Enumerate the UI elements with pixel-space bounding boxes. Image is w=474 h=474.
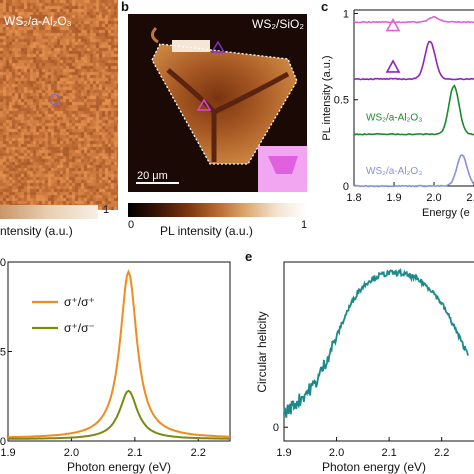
triangle-marker-icon bbox=[196, 98, 212, 111]
colorbar-a-max: 1 bbox=[103, 204, 110, 216]
series-line bbox=[283, 267, 469, 418]
colorbar-b bbox=[128, 203, 307, 217]
legend-label: σ⁺/σ⁺ bbox=[64, 295, 95, 309]
series-line bbox=[8, 269, 231, 439]
x-tick-label: 1.9 bbox=[386, 192, 401, 204]
series-line bbox=[353, 40, 474, 81]
inset-flake bbox=[268, 156, 298, 174]
triangle-marker-icon bbox=[210, 40, 226, 53]
y-tick-label: 0 bbox=[343, 181, 349, 193]
series-line bbox=[353, 84, 474, 136]
x-tick-label: 1.9 bbox=[276, 447, 291, 459]
x-tick-label: 2.2 bbox=[434, 447, 449, 459]
x-tick-label: 2.2 bbox=[191, 447, 206, 459]
chart-c: 1.8 1.9 2.0 2.1 0 0.5 1 PL intensity (a.u.) Ener… bbox=[321, 8, 474, 219]
x-tick-label: 2.1 bbox=[381, 447, 396, 459]
legend-label: σ⁺/σ⁻ bbox=[64, 321, 95, 335]
y-tick-label: .5 bbox=[0, 347, 6, 359]
series-line bbox=[353, 15, 474, 24]
panel-letter-e: e bbox=[245, 249, 253, 264]
marker-circle-icon bbox=[49, 94, 60, 105]
x-axis-label: Energy (e bbox=[422, 207, 470, 219]
pl-map-a bbox=[0, 0, 118, 210]
panel-letter-c: c bbox=[321, 0, 329, 14]
x-tick-label: 2.1 bbox=[127, 447, 142, 459]
series-line bbox=[353, 154, 474, 188]
y-tick-label: 0.5 bbox=[334, 95, 349, 107]
series-label: WS₂/a-Al₂O₃ bbox=[366, 112, 422, 123]
flake-shape bbox=[152, 44, 297, 164]
panel-letter-b: b bbox=[121, 0, 129, 14]
y-axis-label: Circular helicity bbox=[255, 311, 269, 392]
triangle-legend-icon bbox=[385, 17, 401, 32]
triangle-legend-icon bbox=[385, 59, 401, 73]
y-tick-label: 0 bbox=[0, 436, 6, 448]
x-axis-label: Photon energy (eV) bbox=[67, 460, 171, 474]
y-axis-label: PL intensity (a.u.) bbox=[321, 55, 333, 140]
map-b-label: WS₂/SiO₂ bbox=[252, 17, 304, 31]
y-tick-label: 0 bbox=[273, 422, 279, 434]
x-axis-label: Photon energy (eV) bbox=[322, 460, 426, 474]
colorbar-b-min: 0 bbox=[128, 219, 135, 231]
chart-d: 1.9 2.0 2.1 2.2 00 .5 0 Photon energy (eV) σ⁺/σ⁺… bbox=[0, 257, 231, 474]
x-tick-label: 1.9 bbox=[0, 447, 15, 459]
chart-e: 1.9 2.0 2.1 2.2 0 Circular helicity Photon ene… bbox=[255, 261, 474, 474]
pl-map-b bbox=[128, 14, 307, 192]
colorbar-b-max: 1 bbox=[301, 219, 308, 231]
scalebar-label: 20 μm bbox=[137, 170, 168, 182]
x-tick-label: 2.0 bbox=[64, 447, 79, 459]
series-label: WS₂/a-Al₂O₃ bbox=[366, 166, 422, 177]
map-a-label: WS₂/a-Al₂O₃ bbox=[4, 14, 72, 28]
plot-frame bbox=[283, 261, 474, 442]
x-tick-label: 1.8 bbox=[346, 192, 361, 204]
y-tick-label: 00 bbox=[0, 257, 6, 269]
colorbar-a-label: ntensity (a.u.) bbox=[0, 224, 73, 238]
y-tick-label: 1 bbox=[343, 8, 349, 20]
colorbar-b-label: PL intensity (a.u.) bbox=[160, 224, 253, 238]
series-line bbox=[8, 389, 230, 440]
colorbar-a bbox=[0, 205, 98, 219]
x-tick-label: 2.1 bbox=[466, 192, 474, 204]
x-tick-label: 2.0 bbox=[329, 447, 344, 459]
x-tick-label: 2.0 bbox=[426, 192, 441, 204]
